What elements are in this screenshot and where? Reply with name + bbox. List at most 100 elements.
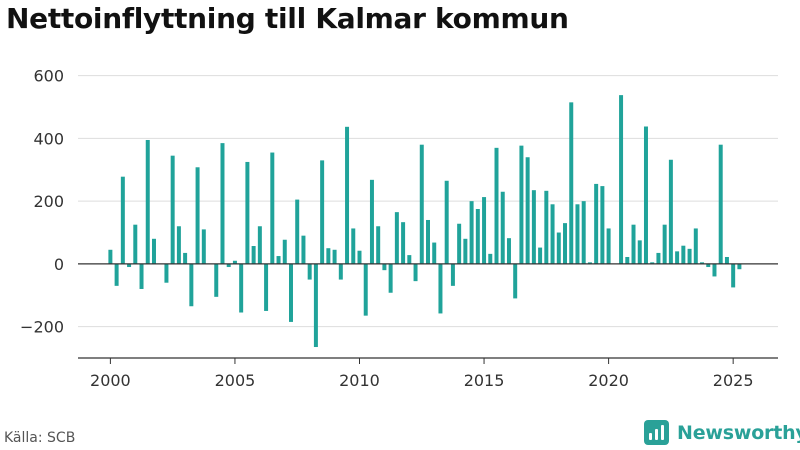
y-tick-label: 600 bbox=[33, 67, 64, 86]
bar bbox=[151, 238, 156, 264]
bar bbox=[264, 263, 269, 311]
bar bbox=[650, 262, 655, 264]
bar-chart-icon bbox=[644, 420, 669, 445]
bar bbox=[737, 263, 742, 270]
x-tick-label: 2010 bbox=[339, 371, 380, 390]
bar bbox=[724, 256, 729, 264]
chart-title: Nettoinflyttning till Kalmar kommun bbox=[6, 2, 569, 35]
y-tick-label: 200 bbox=[33, 192, 64, 211]
bar bbox=[270, 152, 275, 264]
bar bbox=[494, 147, 499, 264]
bar bbox=[581, 201, 586, 264]
bar bbox=[189, 263, 194, 307]
bar bbox=[444, 180, 449, 264]
bar bbox=[525, 157, 530, 264]
bar bbox=[538, 247, 543, 264]
bar bbox=[307, 263, 312, 280]
bar bbox=[718, 144, 723, 264]
bar bbox=[282, 239, 287, 264]
bar bbox=[220, 143, 225, 264]
bar bbox=[563, 223, 568, 264]
bar bbox=[631, 224, 636, 264]
bar bbox=[438, 263, 443, 314]
bar bbox=[145, 139, 150, 264]
bar bbox=[575, 204, 580, 264]
bar bbox=[201, 229, 206, 264]
x-axis: 2000 2005 2010 2015 2020 2025 bbox=[78, 357, 778, 390]
bar bbox=[407, 255, 412, 264]
bar bbox=[376, 226, 381, 264]
bar bbox=[245, 161, 250, 264]
x-tick-label: 2020 bbox=[588, 371, 629, 390]
bar bbox=[569, 102, 574, 264]
bar bbox=[488, 253, 493, 264]
bar bbox=[432, 242, 437, 264]
bar bbox=[357, 250, 362, 264]
bar bbox=[681, 245, 686, 264]
bar bbox=[183, 252, 188, 264]
bar bbox=[363, 263, 368, 316]
bar bbox=[637, 240, 642, 264]
bar bbox=[345, 126, 350, 264]
bar bbox=[687, 248, 692, 264]
y-tick-label: 400 bbox=[33, 129, 64, 148]
bar bbox=[675, 251, 680, 264]
bar bbox=[544, 190, 549, 264]
bar bbox=[214, 263, 219, 297]
bar bbox=[619, 95, 624, 264]
bar bbox=[413, 263, 418, 282]
bar bbox=[133, 224, 138, 264]
bar bbox=[469, 201, 474, 264]
bar bbox=[600, 186, 605, 264]
bar bbox=[625, 256, 630, 264]
x-tick-label: 2005 bbox=[215, 371, 256, 390]
bar bbox=[457, 223, 462, 264]
bar bbox=[326, 248, 331, 264]
bar bbox=[519, 145, 524, 264]
bar bbox=[693, 228, 698, 264]
bar bbox=[594, 183, 599, 264]
x-tick-label: 2015 bbox=[464, 371, 505, 390]
bar bbox=[426, 219, 430, 264]
bar bbox=[127, 263, 132, 268]
bar bbox=[513, 263, 518, 299]
bar bbox=[419, 144, 424, 264]
bar bbox=[500, 191, 505, 264]
bar bbox=[700, 262, 705, 264]
bar bbox=[369, 179, 374, 264]
bar bbox=[164, 263, 169, 283]
bar bbox=[662, 224, 667, 264]
bar bbox=[276, 256, 281, 264]
bar bbox=[313, 263, 318, 348]
brand-name: Newsworthy bbox=[677, 421, 800, 444]
bar bbox=[239, 263, 244, 313]
bar bbox=[226, 263, 231, 268]
bar bbox=[643, 126, 648, 264]
bar bbox=[668, 159, 673, 264]
bar bbox=[257, 226, 262, 264]
bar bbox=[550, 204, 555, 264]
bar bbox=[656, 252, 661, 264]
bar bbox=[301, 235, 306, 264]
y-tick-label: 0 bbox=[54, 255, 64, 274]
y-axis: −200 0 200 400 600 bbox=[20, 67, 64, 337]
bar bbox=[139, 263, 144, 289]
x-tick-label: 2000 bbox=[90, 371, 131, 390]
source-note: Källa: SCB bbox=[4, 430, 76, 446]
bar bbox=[556, 232, 561, 264]
bar bbox=[120, 176, 125, 264]
bar bbox=[587, 262, 592, 264]
bar bbox=[394, 212, 399, 264]
bar bbox=[251, 246, 256, 264]
bar bbox=[332, 249, 337, 264]
bar bbox=[712, 263, 717, 277]
bar bbox=[176, 226, 181, 264]
bar bbox=[463, 238, 468, 264]
gridlines bbox=[78, 75, 778, 328]
bar bbox=[108, 249, 113, 264]
bar bbox=[706, 263, 711, 268]
bar bbox=[482, 197, 487, 264]
bar bbox=[195, 167, 200, 264]
bar bbox=[289, 263, 293, 322]
